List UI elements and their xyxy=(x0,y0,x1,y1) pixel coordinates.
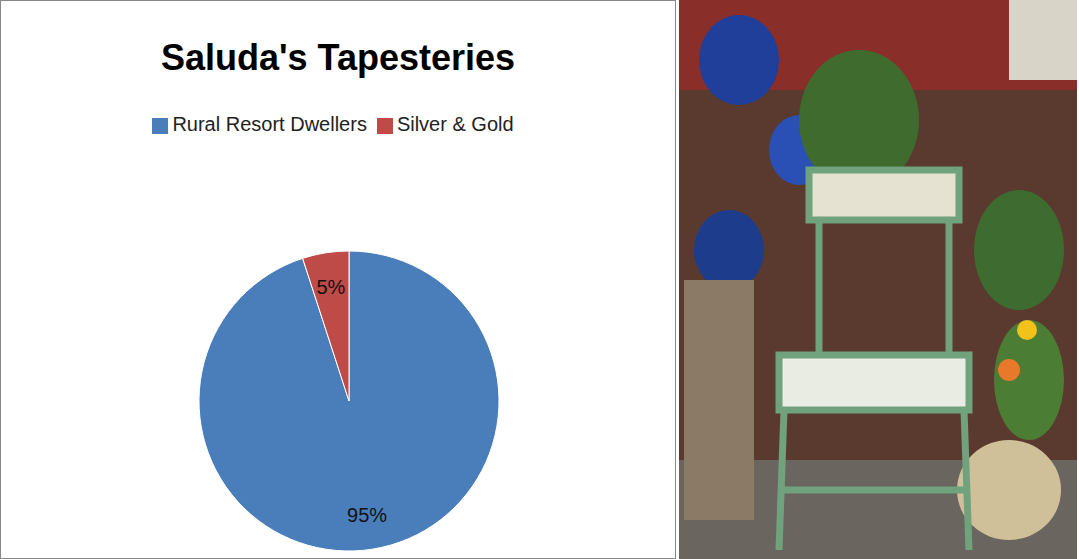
html-text:Silver & Gold: Silver & Gold xyxy=(396,113,514,135)
html-text:Saluda's Tapesteries: Saluda's Tapesteries xyxy=(161,37,515,78)
html-text:Rural Resort Dwellers: Rural Resort Dwellers xyxy=(172,113,367,135)
svg-text:95%: 95% xyxy=(347,504,387,526)
svg-text:5%: 5% xyxy=(316,276,345,298)
